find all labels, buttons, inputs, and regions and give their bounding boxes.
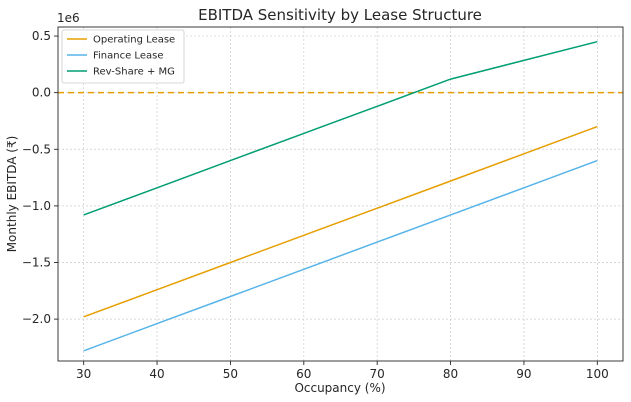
plot-frame [57, 26, 624, 362]
y-tick-label: −2.0 [22, 312, 51, 326]
x-tick-label: 50 [223, 367, 238, 381]
x-tick-label: 100 [586, 367, 609, 381]
x-tick-label: 70 [370, 367, 385, 381]
y-axis-ticks: 0.5 0.0 −0.5 −1.0 −1.5 −2.0 [22, 29, 58, 326]
legend: Operating Lease Finance Lease Rev-Share + … [61, 29, 185, 84]
y-tick-label: −1.5 [22, 255, 51, 269]
legend-box [61, 29, 185, 84]
series-line-1 [83, 159, 598, 352]
series-layer [83, 40, 598, 352]
legend-label: Operating Lease [93, 35, 175, 46]
y-tick-label: −1.0 [22, 199, 51, 213]
y-offset-label: 1e6 [57, 11, 80, 25]
x-tick-label: 30 [76, 367, 91, 381]
x-axis-label: Occupancy (%) [294, 381, 385, 395]
x-tick-label: 40 [149, 367, 164, 381]
y-tick-label: 0.0 [32, 86, 51, 100]
x-tick-label: 90 [516, 367, 531, 381]
y-axis-label: Monthly EBITDA (₹) [5, 136, 19, 253]
x-tick-label: 80 [443, 367, 458, 381]
x-tick-label: 60 [296, 367, 311, 381]
series-line-0 [83, 125, 598, 318]
y-tick-label: 0.5 [32, 29, 51, 43]
y-tick-label: −0.5 [22, 142, 51, 156]
chart-title: EBITDA Sensitivity by Lease Structure [198, 6, 482, 24]
legend-label: Rev-Share + MG [93, 67, 175, 78]
x-axis-ticks: 30 40 50 60 70 80 90 100 [76, 361, 609, 381]
legend-label: Finance Lease [93, 51, 163, 62]
series-line-2 [83, 40, 598, 216]
